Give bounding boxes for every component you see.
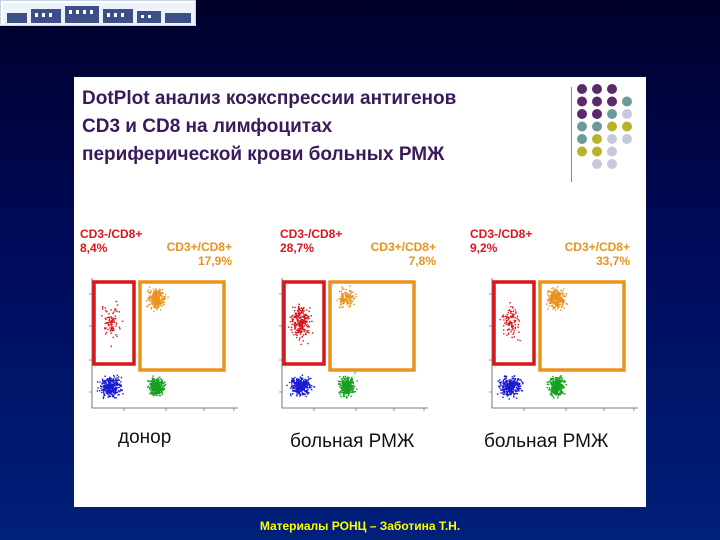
cluster-cd3-pos-cd8-pos bbox=[336, 285, 357, 309]
decor-dot bbox=[607, 134, 617, 144]
cluster-cd3-neg-cd8-neg bbox=[96, 374, 124, 400]
plot-axes bbox=[91, 278, 238, 409]
decor-dot bbox=[622, 121, 632, 132]
gate-cd3-neg-cd8-pos bbox=[92, 280, 136, 366]
cluster-cd3-neg-cd8-neg bbox=[286, 374, 316, 398]
cluster-cd3-neg-cd8-pos bbox=[287, 303, 314, 346]
cluster-cd3-pos-cd8-neg bbox=[337, 372, 358, 399]
gate-cd3-pos-cd8-pos bbox=[538, 280, 626, 372]
cluster-cd3-pos-cd8-pos bbox=[145, 286, 169, 313]
decor-dot bbox=[577, 109, 587, 119]
decor-dot bbox=[607, 109, 617, 119]
cluster-cd3-neg-cd8-pos bbox=[101, 300, 124, 347]
cluster-cd3-pos-cd8-neg bbox=[546, 375, 567, 399]
plot3-neg-label: CD3-/CD8+ 9,2% bbox=[470, 227, 533, 255]
decor-dot bbox=[577, 96, 587, 107]
plot2-pos-label: CD3+/CD8+ 7,8% bbox=[370, 240, 436, 268]
gate-cd3-pos-cd8-pos bbox=[328, 280, 416, 372]
decor-dot bbox=[592, 109, 602, 119]
dot-plot-donor bbox=[89, 278, 238, 411]
plot-axes bbox=[491, 278, 638, 409]
decor-dot bbox=[607, 159, 617, 169]
decor-dot bbox=[607, 121, 617, 132]
dot-plot-patient-2 bbox=[489, 278, 638, 411]
decor-dot bbox=[592, 121, 602, 132]
decor-dot bbox=[592, 96, 602, 107]
decor-dot bbox=[622, 96, 632, 107]
plot2-caption: больная РМЖ bbox=[290, 431, 415, 452]
plot3-pos-label: CD3+/CD8+ 33,7% bbox=[564, 240, 630, 268]
decor-dot bbox=[577, 134, 587, 144]
dot-plot-patient-1 bbox=[279, 278, 428, 411]
slide-title: DotPlot анализ коэкспрессии антигенов CD… bbox=[82, 88, 457, 165]
plot1-caption: донор bbox=[118, 427, 172, 448]
gate-cd3-neg-cd8-pos bbox=[492, 280, 536, 366]
decor-dot bbox=[607, 84, 617, 94]
decor-divider bbox=[571, 87, 572, 182]
plot1-pos-label: CD3+/CD8+ 17,9% bbox=[166, 240, 232, 268]
decor-dot bbox=[592, 134, 602, 144]
decor-dot bbox=[592, 146, 602, 157]
decor-dot bbox=[607, 146, 617, 157]
cluster-cd3-pos-cd8-pos bbox=[545, 286, 569, 311]
decor-dot bbox=[607, 96, 617, 107]
content-panel: DotPlot анализ коэкспрессии антигенов CD… bbox=[74, 77, 646, 507]
decor-dot bbox=[622, 134, 632, 144]
plot-axes bbox=[281, 278, 428, 409]
institution-logo bbox=[0, 0, 196, 26]
plot2-neg-label: CD3-/CD8+ 28,7% bbox=[280, 227, 343, 255]
decor-dot bbox=[577, 146, 587, 157]
decor-dot bbox=[622, 109, 632, 119]
decor-dot bbox=[577, 121, 587, 132]
cluster-cd3-neg-cd8-neg bbox=[496, 375, 524, 400]
decor-dot bbox=[592, 84, 602, 94]
cluster-cd3-neg-cd8-pos bbox=[499, 302, 521, 342]
decor-dot bbox=[592, 159, 602, 169]
decorative-dot-grid bbox=[577, 84, 632, 169]
plot3-caption: больная РМЖ bbox=[484, 431, 609, 452]
cluster-cd3-pos-cd8-neg bbox=[147, 375, 167, 397]
plot1-neg-label: CD3-/CD8+ 8,4% bbox=[80, 227, 143, 255]
decor-dot bbox=[577, 84, 587, 94]
gate-cd3-neg-cd8-pos bbox=[282, 280, 326, 366]
gate-cd3-pos-cd8-pos bbox=[138, 280, 226, 372]
footer-credit: Материалы РОНЦ – Заботина Т.Н. bbox=[259, 519, 461, 533]
